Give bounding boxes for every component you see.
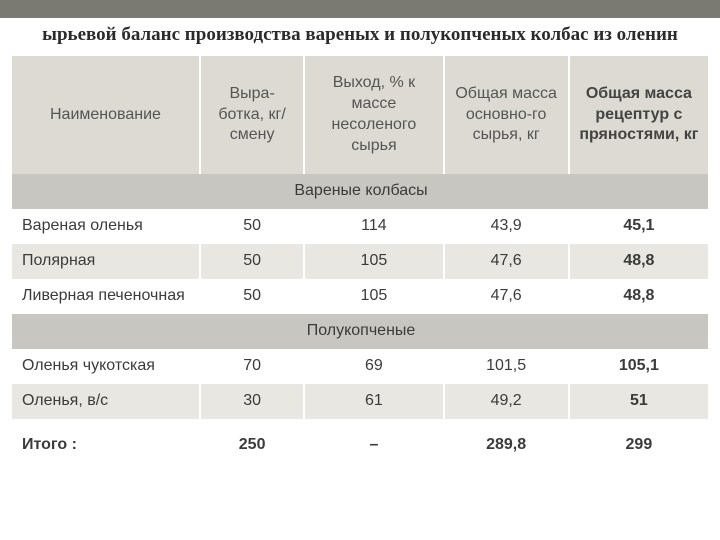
cell-output: 50: [200, 209, 304, 244]
cell-output: 50: [200, 279, 304, 314]
balance-table: Наименование Выра-ботка, кг/смену Выход,…: [12, 56, 708, 471]
cell-name: Вареная оленья: [12, 209, 200, 244]
cell-yield: 114: [304, 209, 443, 244]
cell-output: 250: [200, 419, 304, 471]
total-row: Итого :250–289,8299: [12, 419, 708, 471]
top-bar: [0, 0, 720, 18]
cell-yield: 105: [304, 279, 443, 314]
cell-yield: 105: [304, 244, 443, 279]
cell-mass-main: 49,2: [444, 384, 569, 419]
cell-mass-main: 47,6: [444, 279, 569, 314]
table-row: Полярная5010547,648,8: [12, 244, 708, 279]
cell-mass-recipe: 45,1: [569, 209, 708, 244]
cell-mass-recipe: 51: [569, 384, 708, 419]
section-label: Вареные колбасы: [12, 174, 708, 209]
col-header-name: Наименование: [12, 56, 200, 174]
cell-mass-recipe: 48,8: [569, 279, 708, 314]
cell-name: Полярная: [12, 244, 200, 279]
table-row: Оленья, в/с306149,251: [12, 384, 708, 419]
cell-output: 70: [200, 349, 304, 384]
section-label: Полукопченые: [12, 314, 708, 349]
cell-yield: 69: [304, 349, 443, 384]
cell-mass-main: 43,9: [444, 209, 569, 244]
cell-mass-recipe: 105,1: [569, 349, 708, 384]
cell-output: 30: [200, 384, 304, 419]
cell-mass-recipe: 299: [569, 419, 708, 471]
cell-name: Оленья чукотская: [12, 349, 200, 384]
cell-name: Итого :: [12, 419, 200, 471]
cell-mass-main: 101,5: [444, 349, 569, 384]
table-body: Вареные колбасыВареная оленья5011443,945…: [12, 174, 708, 471]
table-header-row: Наименование Выра-ботка, кг/смену Выход,…: [12, 56, 708, 174]
page-title: ырьевой баланс производства вареных и по…: [0, 18, 720, 56]
col-header-mass-main: Общая масса основно-го сырья, кг: [444, 56, 569, 174]
table-row: Вареная оленья5011443,945,1: [12, 209, 708, 244]
cell-mass-main: 47,6: [444, 244, 569, 279]
section-header-row: Полукопченые: [12, 314, 708, 349]
col-header-yield: Выход, % к массе несоленого сырья: [304, 56, 443, 174]
cell-yield: 61: [304, 384, 443, 419]
col-header-mass-recipe: Общая масса рецептур с пряностями, кг: [569, 56, 708, 174]
table-container: Наименование Выра-ботка, кг/смену Выход,…: [12, 56, 708, 471]
col-header-output: Выра-ботка, кг/смену: [200, 56, 304, 174]
cell-mass-main: 289,8: [444, 419, 569, 471]
cell-name: Ливерная печеночная: [12, 279, 200, 314]
table-row: Оленья чукотская7069101,5105,1: [12, 349, 708, 384]
cell-output: 50: [200, 244, 304, 279]
cell-name: Оленья, в/с: [12, 384, 200, 419]
section-header-row: Вареные колбасы: [12, 174, 708, 209]
table-row: Ливерная печеночная5010547,648,8: [12, 279, 708, 314]
cell-mass-recipe: 48,8: [569, 244, 708, 279]
cell-yield: –: [304, 419, 443, 471]
